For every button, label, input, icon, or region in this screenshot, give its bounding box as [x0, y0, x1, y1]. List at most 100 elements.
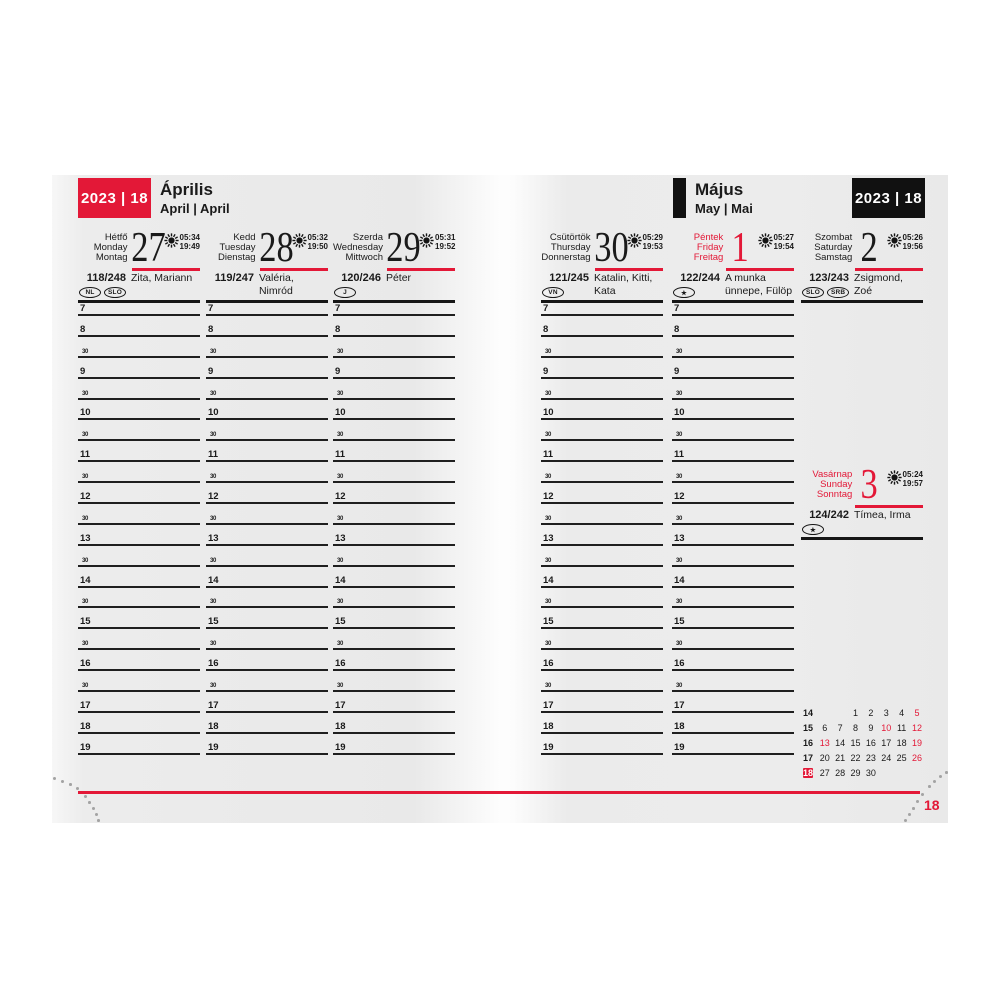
corner-dot: [904, 819, 908, 823]
day-header-mid: 118/248 Zita, Mariann: [78, 272, 200, 285]
day-header: Csütörtök Thursday Donnerstag 30 05:29 19:53 1…: [541, 225, 663, 303]
time-slot: 8: [541, 316, 663, 337]
hour-label: 19: [674, 741, 685, 753]
time-slot: 19: [672, 734, 794, 755]
time-slot: 13: [333, 525, 455, 546]
mini-cal-day: 25: [896, 753, 907, 763]
badge-row: J: [334, 287, 356, 298]
time-slot: 8: [206, 316, 328, 337]
mini-cal-day: 1: [852, 708, 858, 718]
corner-dot: [97, 819, 100, 822]
time-slot: 30: [541, 629, 663, 651]
weekday-label: Donnerstag: [541, 251, 591, 263]
time-slot: 15: [333, 608, 455, 630]
weekday-label: Dienstag: [218, 251, 256, 263]
hour-label: 19: [543, 741, 554, 753]
day-column-28: Kedd Tuesday Dienstag 28 05:32 19:50 119/247 Va…: [206, 175, 328, 823]
hour-label: 12: [335, 491, 346, 503]
sun-times: 05:29 19:53: [643, 232, 663, 268]
hour-label: 18: [335, 720, 346, 732]
hour-label: 8: [208, 323, 214, 335]
sunset-time: 19:57: [902, 479, 923, 488]
half-hour-label: 30: [545, 641, 552, 648]
sunrise-time: 05:24: [902, 470, 923, 479]
hour-label: 10: [543, 407, 554, 419]
time-slot: 10: [541, 400, 663, 421]
time-slot: 30: [333, 671, 455, 693]
sunset-time: 19:54: [773, 242, 794, 251]
sunrise-sunset: 05:24 19:57: [886, 465, 923, 505]
day-header: Kedd Tuesday Dienstag 28 05:32 19:50 119/247 Va…: [206, 227, 328, 303]
hour-label: 11: [80, 449, 91, 461]
day-number: 27: [130, 225, 166, 271]
month-marker-bar: [673, 178, 686, 218]
mini-cal-day: 4: [899, 708, 905, 718]
sunset-time: 19:53: [642, 242, 663, 251]
sun-times: 05:34 19:49: [180, 232, 200, 268]
half-hour-label: 30: [676, 474, 683, 481]
day-red-underline: [595, 268, 663, 271]
time-slot: 11: [541, 441, 663, 463]
mini-cal-week-number: 18: [802, 768, 813, 778]
name-day: Zita, Mariann: [130, 272, 193, 284]
day-header-top: Vasárnap Sunday Sonntag 3 05:24 19:57: [801, 462, 923, 508]
day-column-30: Csütörtök Thursday Donnerstag 30 05:29 19:53 1…: [541, 175, 663, 823]
time-slot: 30: [333, 629, 455, 651]
hour-label: 16: [543, 658, 554, 670]
hour-label: 12: [543, 491, 554, 503]
hour-label: 19: [80, 741, 91, 753]
sunrise-time: 05:26: [902, 233, 923, 242]
country-badge: J: [334, 287, 356, 298]
hour-label: 11: [335, 449, 346, 461]
time-slot: 7: [541, 303, 663, 316]
mini-cal-day: 18: [896, 738, 907, 748]
mini-cal-week-number: 18: [799, 767, 817, 780]
half-hour-label: 30: [545, 474, 552, 481]
mini-cal-day: 28: [835, 768, 846, 778]
time-slot: 15: [672, 608, 794, 630]
mini-cal-day: 17: [881, 738, 892, 748]
half-hour-label: 30: [337, 683, 344, 690]
month-title: Május: [695, 180, 744, 199]
day-header-top: Péntek Friday Freitag 1 05:27 19:54: [672, 227, 794, 269]
badge-row: VN: [542, 287, 564, 298]
weekday-labels: Kedd Tuesday Dienstag: [206, 228, 256, 268]
half-hour-label: 30: [210, 557, 217, 564]
day-header: Hétfő Monday Montag 27 05:34 19:49 118/248 Zita…: [78, 225, 200, 303]
time-slot: 30: [672, 337, 794, 358]
day-red-underline: [260, 268, 328, 271]
time-slot: 30: [78, 629, 200, 651]
half-hour-label: 30: [676, 683, 683, 690]
time-slot: 18: [206, 713, 328, 734]
half-hour-label: 30: [337, 599, 344, 606]
half-hour-label: 30: [82, 599, 89, 606]
day-number: 3: [860, 462, 879, 508]
time-slot: 30: [78, 379, 200, 400]
weekday-labels: Szerda Wednesday Mittwoch: [333, 228, 383, 268]
mini-cal-week-number: 14: [802, 708, 813, 718]
mini-cal-day: 5: [914, 708, 920, 718]
hour-label: 9: [208, 365, 214, 377]
hour-label: 10: [80, 407, 91, 419]
half-hour-label: 30: [545, 515, 552, 522]
half-hour-label: 30: [82, 683, 89, 690]
mini-cal-week-number: 15: [802, 723, 813, 733]
time-slot: 19: [206, 734, 328, 755]
sun-times: 05:26 19:56: [903, 232, 923, 268]
sunrise-sunset: 05:29 19:53: [626, 228, 663, 268]
half-hour-label: 30: [545, 390, 552, 397]
weekday-label: Friday: [696, 241, 724, 253]
half-hour-label: 30: [676, 557, 683, 564]
corner-dot: [912, 807, 915, 810]
half-hour-label: 30: [210, 641, 217, 648]
half-hour-label: 30: [545, 599, 552, 606]
day-column-3: Vasárnap Sunday Sonntag 3 05:24 19:57 124/242 T…: [801, 175, 923, 823]
hour-label: 12: [208, 491, 219, 503]
day-header-top: Kedd Tuesday Dienstag 28 05:32 19:50: [206, 227, 328, 269]
hour-label: 15: [674, 616, 685, 628]
weekday-labels: Szombat Saturday Samstag: [801, 228, 852, 268]
half-hour-label: 30: [82, 390, 89, 397]
sun-icon: [757, 233, 773, 248]
time-slot: 30: [672, 462, 794, 484]
day-number: 30: [593, 225, 629, 271]
